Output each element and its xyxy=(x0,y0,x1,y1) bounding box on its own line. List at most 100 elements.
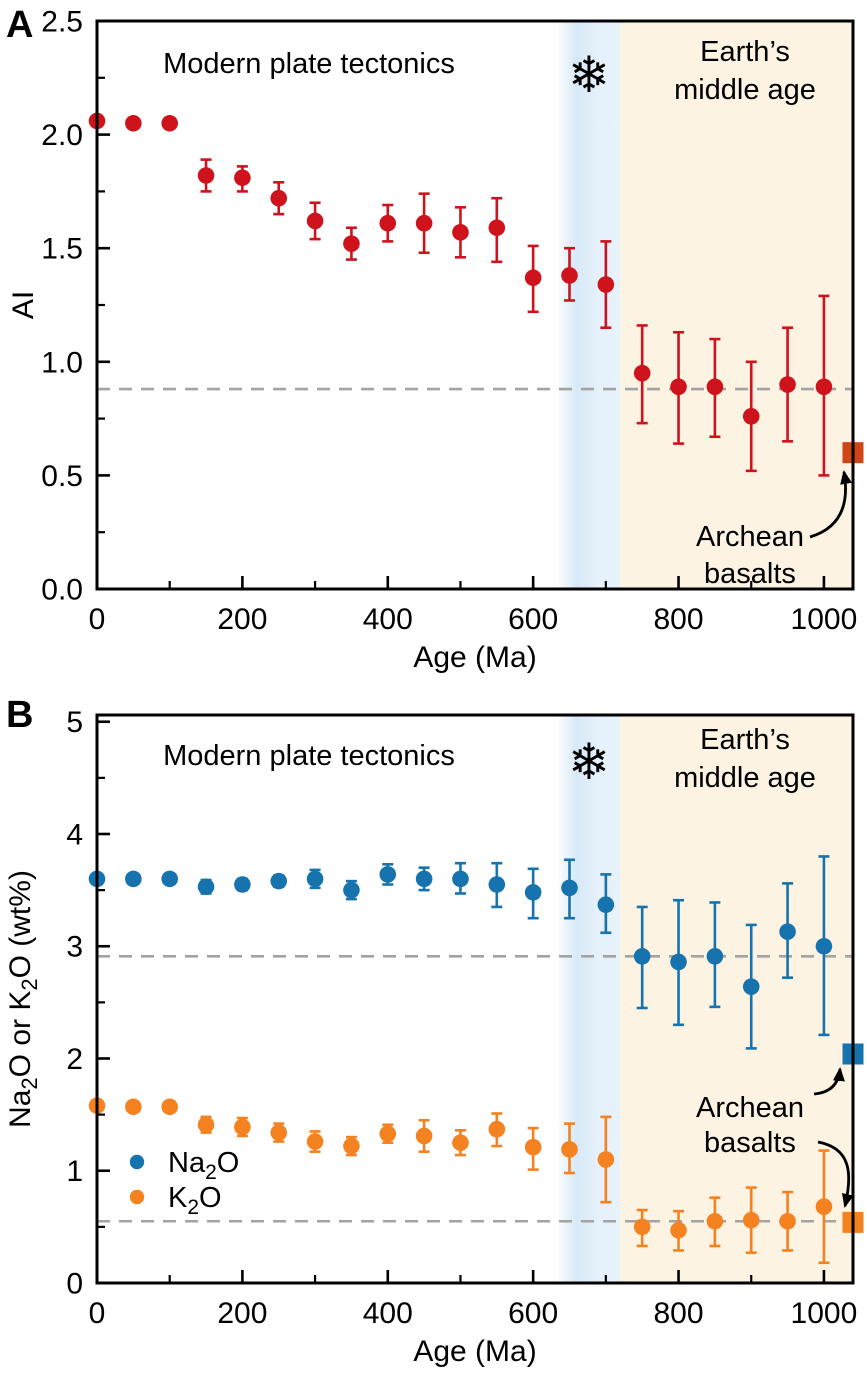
k2o-point xyxy=(161,1098,178,1116)
x-tick-label: 800 xyxy=(654,603,704,636)
series-ai xyxy=(88,112,833,477)
ai-point xyxy=(597,276,615,293)
na2o-point xyxy=(524,884,542,901)
x-axis-label: Age (Ma) xyxy=(413,641,536,674)
snowball-earth-band xyxy=(558,21,621,589)
x-tick-label: 600 xyxy=(508,1297,558,1330)
na2o-point xyxy=(161,870,178,888)
x-tick-label: 1000 xyxy=(791,1297,858,1330)
snowflake-icon: ❄ xyxy=(568,734,610,790)
ai-point xyxy=(379,214,397,232)
ai-point xyxy=(488,219,506,237)
k2o-point xyxy=(488,1120,506,1138)
ai-point xyxy=(524,269,542,287)
y-axis-label: Na2O or K2O (wt%) xyxy=(4,870,42,1128)
na2o-point xyxy=(452,870,469,888)
ai-point xyxy=(815,378,833,396)
panel-a-letter: A xyxy=(6,4,34,46)
y-tick-label: 0.5 xyxy=(41,460,83,493)
legend-label-na2o: Na2O xyxy=(168,1147,239,1184)
x-tick-label: 400 xyxy=(363,1297,413,1330)
archean-basalts-label-line1: Archean xyxy=(696,521,804,553)
na2o-point xyxy=(125,870,142,888)
y-tick-label: 5 xyxy=(66,706,83,739)
na2o-point xyxy=(561,879,578,897)
y-tick-label: 0.0 xyxy=(41,574,83,607)
ai-point xyxy=(161,114,178,132)
panel-b-letter: B xyxy=(6,694,34,736)
y-axis-label: AI xyxy=(7,291,40,319)
series-k2o xyxy=(88,1097,833,1265)
legend-label-k2o: K2O xyxy=(168,1182,222,1219)
y-tick-label: 0 xyxy=(66,1268,83,1301)
k2o-point xyxy=(742,1211,760,1229)
x-tick-label: 0 xyxy=(89,1297,106,1330)
earths-middle-age-band xyxy=(620,21,853,589)
ai-point xyxy=(561,267,578,284)
earths-middle-age-label-line1: Earth’s xyxy=(700,724,790,756)
k2o-point xyxy=(706,1212,724,1230)
y-tick-label: 2 xyxy=(66,1043,83,1076)
archean-basalts-label-line2: basalts xyxy=(704,558,796,590)
y-tick-label: 1.0 xyxy=(41,346,83,379)
k2o-point xyxy=(343,1137,360,1155)
y-tick-label: 1 xyxy=(66,1155,83,1188)
k2o-point xyxy=(379,1125,397,1143)
k2o-point xyxy=(415,1127,433,1145)
arrow-to-archean-k2o-square xyxy=(817,1140,854,1208)
na2o-point xyxy=(488,876,506,893)
y-tick-label: 4 xyxy=(66,818,83,851)
na2o-point xyxy=(379,866,397,883)
arrow-to-archean-na2o-square xyxy=(813,1067,845,1096)
y-tick-label: 2.0 xyxy=(41,119,83,152)
k2o-point xyxy=(524,1138,542,1156)
na2o-point xyxy=(343,881,360,899)
na2o-point xyxy=(306,870,324,888)
ai-point xyxy=(633,364,651,382)
x-tick-label: 200 xyxy=(217,1297,267,1330)
legend-marker-k2o xyxy=(129,1189,145,1205)
na2o-point xyxy=(815,937,833,955)
x-tick-label: 0 xyxy=(89,603,106,636)
k2o-point xyxy=(670,1221,687,1239)
ai-point xyxy=(306,212,324,230)
snowball-earth-band xyxy=(558,715,621,1283)
series-na2o xyxy=(88,855,833,1050)
panel-a: 0 200 400 600 800 1000 0.0 0.5 1.0 1.5 2.0 2.5 Age (… xyxy=(7,6,864,674)
earths-middle-age-label-line2: middle age xyxy=(674,762,816,794)
k2o-point xyxy=(306,1133,324,1150)
y-tick-label: 3 xyxy=(66,931,83,964)
earths-middle-age-label-line2: middle age xyxy=(674,74,816,106)
na2o-point xyxy=(234,876,251,893)
y-tick-label: 1.5 xyxy=(41,233,83,266)
y-tick-label: 2.5 xyxy=(41,6,83,39)
ai-point xyxy=(234,169,251,187)
x-tick-label: 1000 xyxy=(791,603,858,636)
k2o-point xyxy=(234,1118,251,1136)
archean-basalts-label-line1: Archean xyxy=(696,1092,804,1124)
snowflake-icon: ❄ xyxy=(568,47,610,103)
ai-point xyxy=(670,378,687,396)
k2o-point xyxy=(270,1124,288,1141)
na2o-point xyxy=(633,948,651,965)
k2o-point xyxy=(452,1134,469,1151)
ai-point xyxy=(197,167,215,184)
ai-point xyxy=(415,214,433,232)
k2o-point xyxy=(197,1116,215,1134)
ai-point xyxy=(742,408,760,425)
na2o-point xyxy=(415,870,433,888)
na2o-point xyxy=(270,872,288,890)
modern-plate-tectonics-label: Modern plate tectonics xyxy=(163,48,455,80)
earths-middle-age-band xyxy=(620,715,853,1283)
na2o-point xyxy=(742,978,760,995)
ai-point xyxy=(779,376,796,393)
k2o-point xyxy=(779,1212,796,1230)
x-tick-label: 200 xyxy=(217,603,267,636)
na2o-point xyxy=(670,953,687,971)
ai-point xyxy=(270,189,288,207)
k2o-point xyxy=(597,1151,615,1168)
na2o-point xyxy=(197,878,215,896)
